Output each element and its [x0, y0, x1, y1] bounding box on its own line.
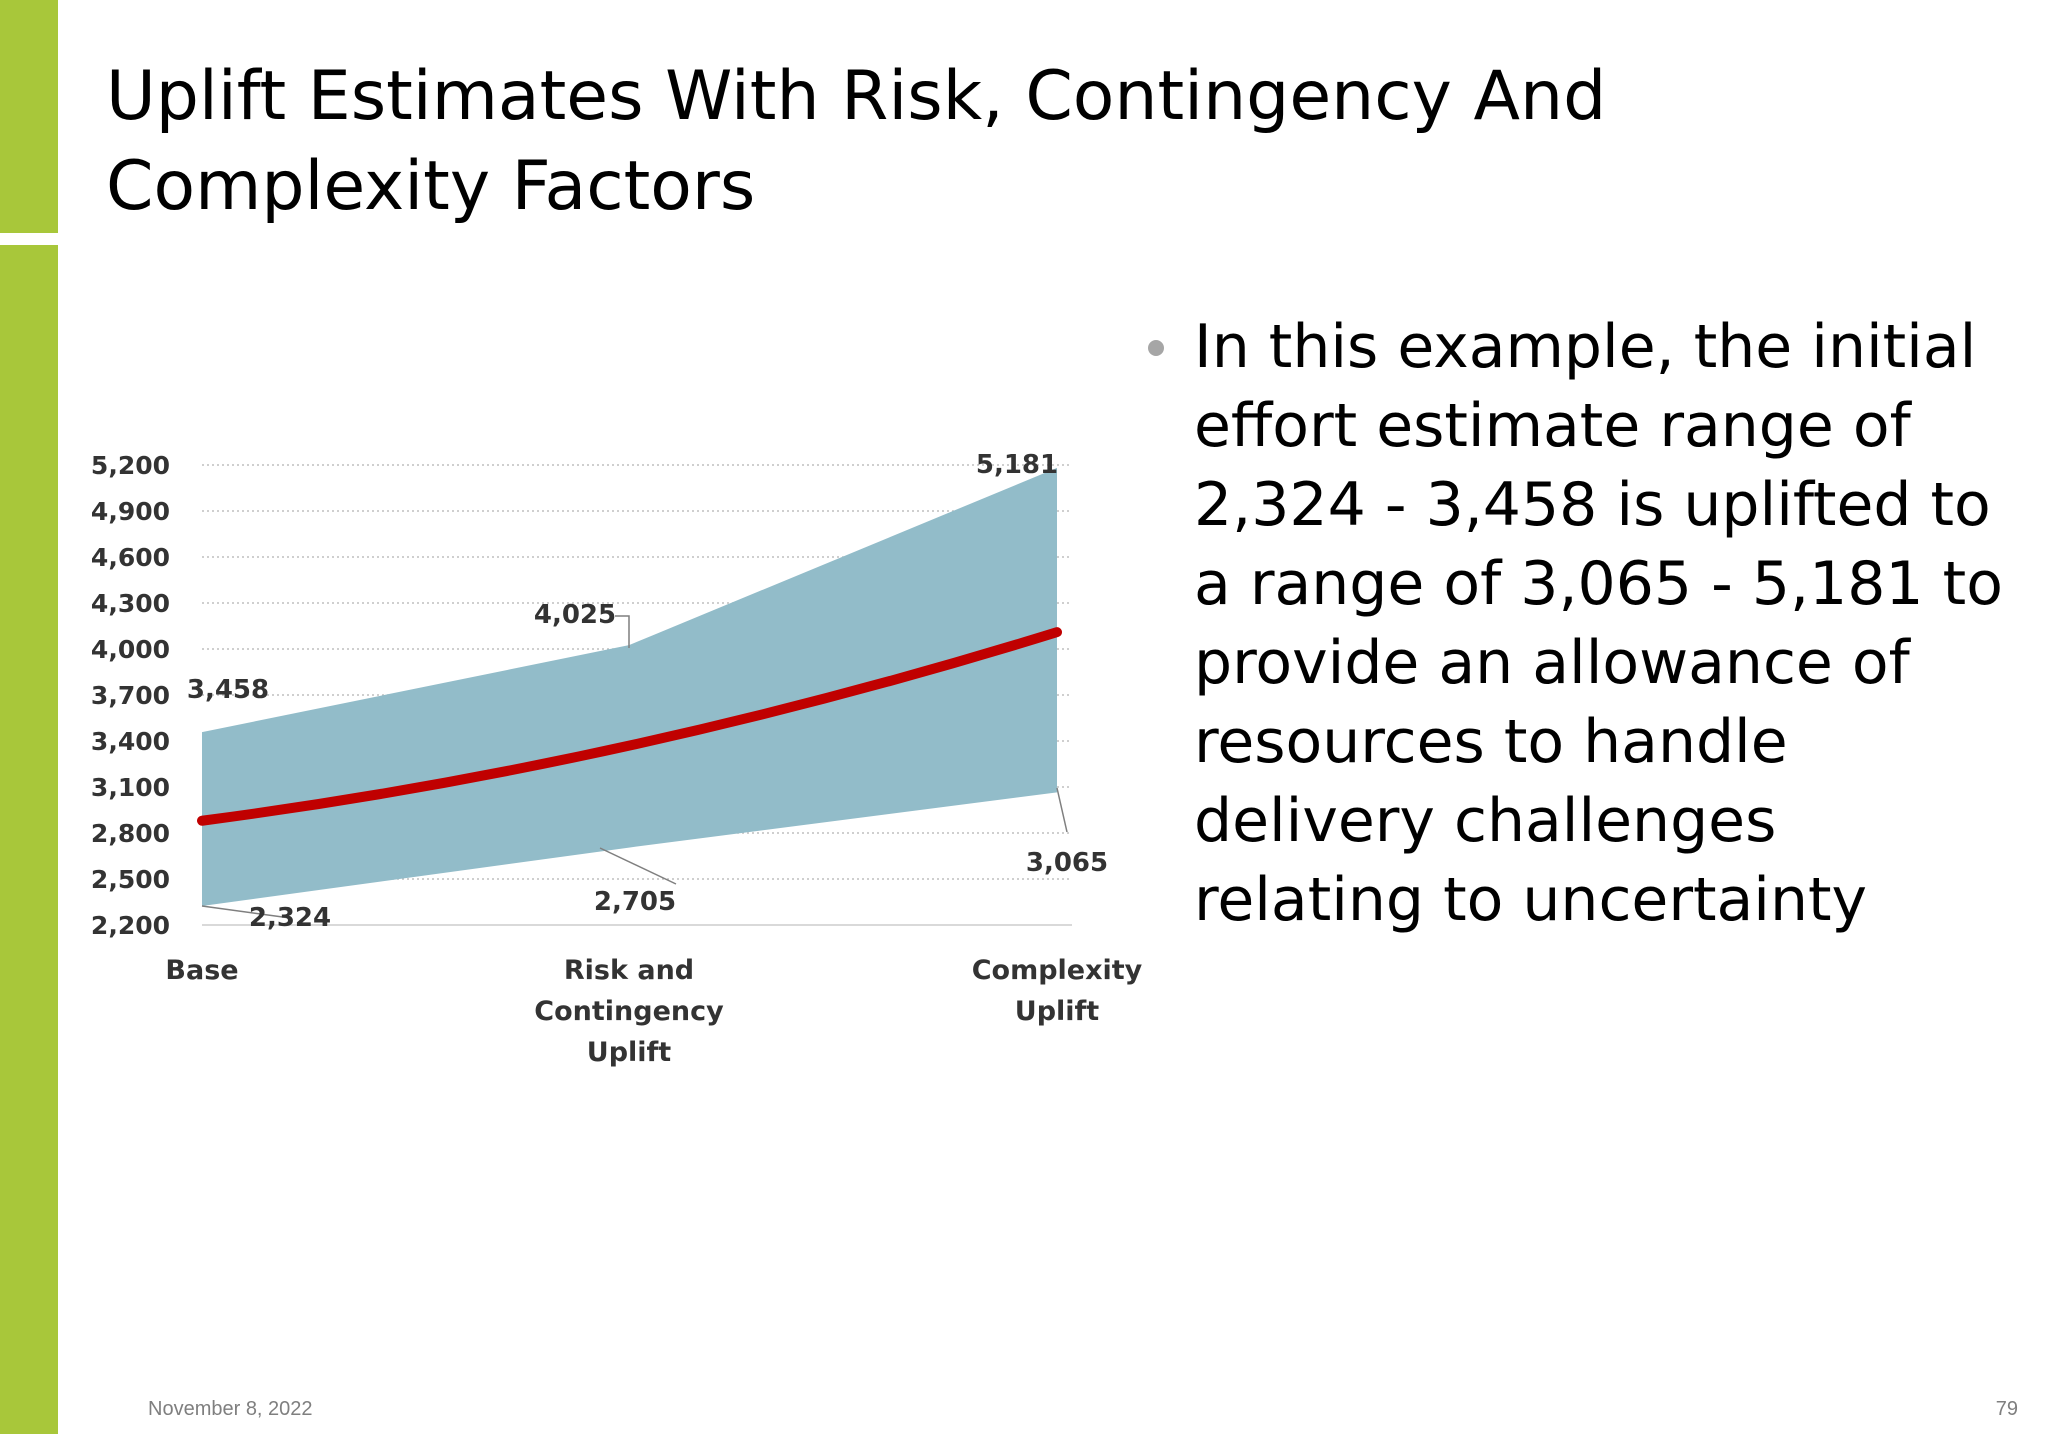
data-label: 2,705 [594, 887, 676, 917]
data-label: 3,065 [1026, 848, 1108, 878]
footer-date: November 8, 2022 [148, 1398, 313, 1420]
data-label-leader-line [201, 905, 291, 919]
data-label-leader-line [599, 847, 677, 885]
data-label-leader-line [615, 615, 630, 648]
slide-title: Uplift Estimates With Risk, Contingency … [106, 52, 1806, 232]
page-number: 79 [1995, 1398, 2018, 1420]
x-tick-label: Risk and Contingency Uplift [534, 955, 724, 1068]
x-tick-label: Base [165, 955, 238, 986]
x-tick-label: Complexity Uplift [972, 955, 1143, 1027]
y-tick-label: 4,600 [91, 543, 170, 572]
y-tick-label: 5,200 [91, 451, 170, 480]
y-tick-label: 4,000 [91, 635, 170, 664]
data-label: 5,181 [976, 450, 1058, 480]
data-label-leader-line [1056, 787, 1068, 833]
y-tick-label: 3,400 [91, 727, 170, 756]
uplift-area-chart: 2,200 2,500 2,800 3,100 3,400 3,700 4,000 4,300… [91, 450, 1143, 1068]
slide-title-line1: Uplift Estimates With Risk, Contingency … [106, 57, 1607, 136]
y-tick-label: 2,800 [91, 819, 170, 848]
bullet-dot-icon [1148, 340, 1164, 356]
range-band-area [202, 467, 1057, 906]
y-tick-label: 4,900 [91, 497, 170, 526]
slide-title-line2: Complexity Factors [106, 147, 756, 226]
accent-bar-bottom [0, 245, 58, 1434]
bullet-text: In this example, the initial effort esti… [1194, 312, 2003, 935]
y-tick-label: 3,700 [91, 681, 170, 710]
y-tick-label: 4,300 [91, 589, 170, 618]
expected-estimate-line [197, 627, 1062, 826]
accent-bar-top [0, 0, 58, 233]
y-tick-label: 2,500 [91, 865, 170, 894]
data-label: 4,025 [534, 600, 616, 630]
y-tick-label: 2,200 [91, 911, 170, 940]
data-label: 3,458 [187, 675, 269, 705]
data-label: 2,324 [249, 903, 331, 933]
y-tick-label: 3,100 [91, 773, 170, 802]
